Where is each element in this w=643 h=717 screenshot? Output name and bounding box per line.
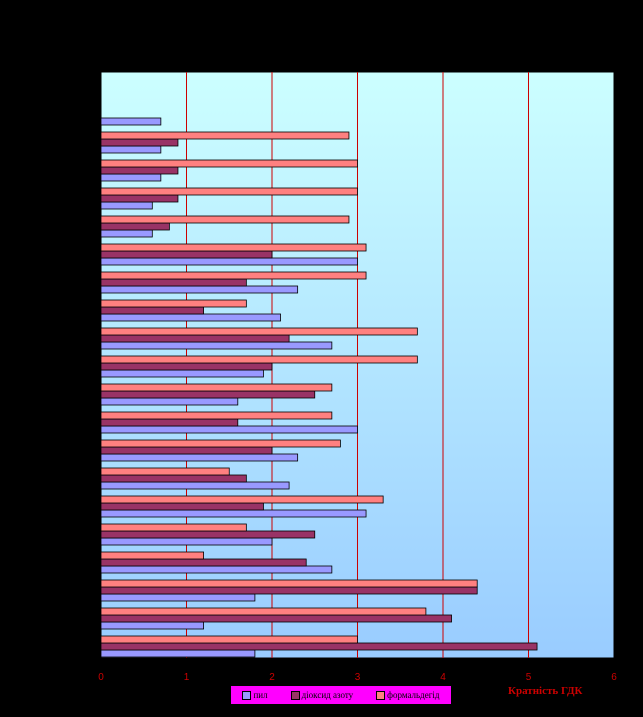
bar xyxy=(100,474,247,483)
bar xyxy=(100,642,538,651)
legend-label-no2: діоксид азоту xyxy=(301,690,354,700)
bar xyxy=(100,138,179,147)
bar xyxy=(100,383,333,392)
bar xyxy=(100,369,264,378)
bar xyxy=(100,327,418,336)
bar xyxy=(100,453,299,462)
x-tick-label: 0 xyxy=(98,672,104,683)
bar xyxy=(100,467,230,476)
legend-swatch-dust xyxy=(242,690,252,700)
bar xyxy=(100,530,316,539)
bar xyxy=(100,145,162,154)
bar xyxy=(100,593,256,602)
bar xyxy=(100,306,204,315)
bar xyxy=(100,495,384,504)
bar xyxy=(100,250,273,259)
bar xyxy=(100,271,367,280)
bar xyxy=(100,411,333,420)
legend-entry-dust: пил xyxy=(242,690,268,700)
legend-entry-formaldehyde: формальдегід xyxy=(376,690,439,700)
bar xyxy=(100,607,427,616)
bar xyxy=(100,243,367,252)
bar xyxy=(100,551,204,560)
bar xyxy=(100,159,358,168)
bar xyxy=(100,649,256,658)
bar xyxy=(100,537,273,546)
bar xyxy=(100,621,204,630)
bar xyxy=(100,390,316,399)
bar xyxy=(100,635,358,644)
bar xyxy=(100,222,170,231)
bar xyxy=(100,446,273,455)
bar xyxy=(100,481,290,490)
x-tick-label: 6 xyxy=(611,672,617,683)
bar xyxy=(100,341,333,350)
legend-swatch-no2 xyxy=(290,690,300,700)
bar xyxy=(100,201,153,210)
x-axis-label: Кратність ГДК xyxy=(508,685,583,697)
x-tick-label: 3 xyxy=(355,672,361,683)
bar xyxy=(100,397,239,406)
bar xyxy=(100,425,358,434)
bar xyxy=(100,614,452,623)
bar xyxy=(100,215,350,224)
bar xyxy=(100,299,247,308)
bar xyxy=(100,355,418,364)
bar xyxy=(100,313,281,322)
bar xyxy=(100,173,162,182)
bar xyxy=(100,278,247,287)
bar xyxy=(100,257,358,266)
x-tick-label: 2 xyxy=(269,672,275,683)
bar xyxy=(100,166,179,175)
bar xyxy=(100,579,478,588)
legend-label-dust: пил xyxy=(253,690,268,700)
bar xyxy=(100,565,333,574)
bar xyxy=(100,194,179,203)
x-tick-label: 1 xyxy=(184,672,190,683)
x-tick-label: 4 xyxy=(440,672,446,683)
bar xyxy=(100,558,307,567)
bar xyxy=(100,334,290,343)
bar xyxy=(100,187,358,196)
bar xyxy=(100,509,367,518)
bar xyxy=(100,523,247,532)
bar xyxy=(100,418,239,427)
legend-label-formaldehyde: формальдегід xyxy=(387,690,440,700)
bar xyxy=(100,502,264,511)
bar xyxy=(100,117,162,126)
bar xyxy=(100,362,273,371)
x-tick-label: 5 xyxy=(526,672,532,683)
legend-swatch-formaldehyde xyxy=(376,690,386,700)
bar xyxy=(100,285,299,294)
bar xyxy=(100,439,341,448)
legend-entry-no2: діоксид азоту xyxy=(290,690,354,700)
bar xyxy=(100,131,350,140)
bar xyxy=(100,229,153,238)
bar xyxy=(100,586,478,595)
legend: пил діоксид азоту формальдегід xyxy=(231,686,451,704)
